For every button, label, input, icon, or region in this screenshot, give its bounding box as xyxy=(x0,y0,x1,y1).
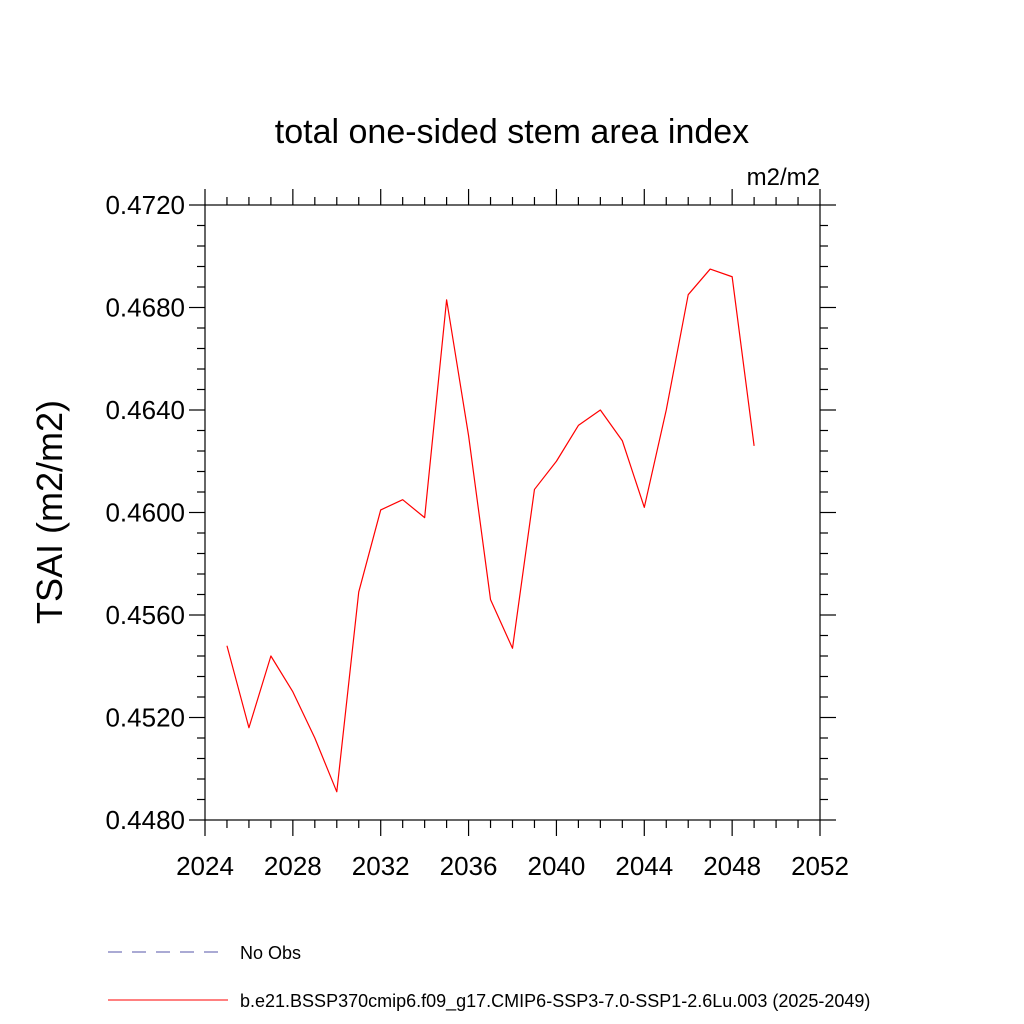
plot-frame xyxy=(204,204,821,821)
y-tick-label: 0.4480 xyxy=(105,805,185,835)
data-point xyxy=(709,268,712,271)
data-point xyxy=(643,506,646,509)
x-tick-label: 2028 xyxy=(264,851,322,881)
legend-label: b.e21.BSSP370cmip6.f09_g17.CMIP6-SSP3-7.… xyxy=(240,991,870,1012)
series-group xyxy=(225,268,756,793)
data-point xyxy=(247,726,250,729)
data-point xyxy=(357,590,360,593)
data-point xyxy=(269,655,272,658)
data-point xyxy=(687,293,690,296)
data-point xyxy=(445,298,448,301)
data-point xyxy=(577,424,580,427)
y-axis-label: TSAI (m2/m2) xyxy=(29,400,70,624)
data-point xyxy=(731,275,734,278)
legend-label: No Obs xyxy=(240,943,301,963)
data-point xyxy=(335,790,338,793)
data-point xyxy=(555,460,558,463)
data-point xyxy=(379,508,382,511)
data-point xyxy=(753,444,756,447)
x-tick-label: 2048 xyxy=(703,851,761,881)
data-point xyxy=(533,488,536,491)
x-tick-label: 2040 xyxy=(528,851,586,881)
data-point xyxy=(489,598,492,601)
x-tick-label: 2044 xyxy=(615,851,673,881)
axis-ticks: 2024 2028 2032 2036 2040 2044 2048 2052 0.4480 0.… xyxy=(105,189,849,881)
data-point xyxy=(599,409,602,412)
x-tick-label: 2036 xyxy=(440,851,498,881)
series-line xyxy=(226,268,755,793)
data-point xyxy=(291,690,294,693)
y-tick-label: 0.4720 xyxy=(105,190,185,220)
data-point xyxy=(225,644,228,647)
data-point xyxy=(313,737,316,740)
data-point xyxy=(621,439,624,442)
y-tick-label: 0.4640 xyxy=(105,395,185,425)
x-tick-label: 2052 xyxy=(791,851,849,881)
data-point xyxy=(665,409,668,412)
x-tick-label: 2024 xyxy=(176,851,234,881)
x-tick-label: 2032 xyxy=(352,851,410,881)
chart-title: total one-sided stem area index xyxy=(275,113,749,151)
data-point xyxy=(423,516,426,519)
y-tick-label: 0.4560 xyxy=(105,600,185,630)
data-point xyxy=(467,434,470,437)
units-label: m2/m2 xyxy=(747,164,820,191)
y-tick-label: 0.4520 xyxy=(105,703,185,733)
data-point xyxy=(511,647,514,650)
data-point xyxy=(401,498,404,501)
y-tick-label: 0.4600 xyxy=(105,498,185,528)
y-tick-label: 0.4680 xyxy=(105,293,185,323)
legend: No Obs b.e21.BSSP370cmip6.f09_g17.CMIP6-S… xyxy=(108,943,870,1012)
